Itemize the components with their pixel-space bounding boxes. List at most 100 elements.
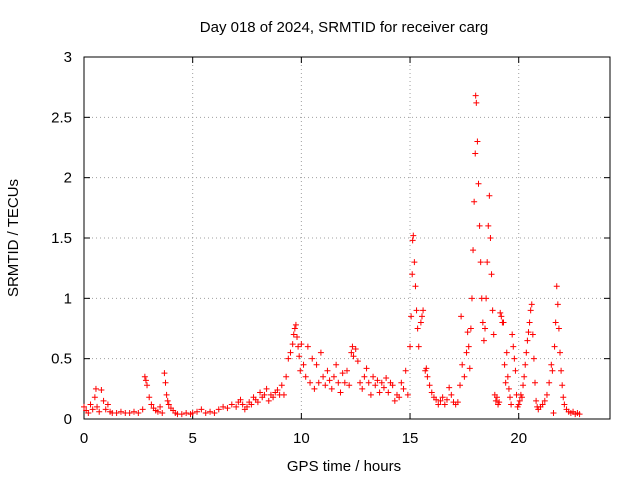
data-point (500, 319, 507, 326)
data-point (378, 379, 385, 386)
data-point (483, 295, 490, 302)
data-point (348, 349, 355, 356)
data-point (296, 353, 303, 360)
data-point (448, 391, 455, 398)
data-point (555, 325, 562, 332)
data-point (539, 401, 546, 408)
plot-frame (83, 56, 611, 420)
data-point (178, 411, 185, 418)
data-point (546, 379, 553, 386)
data-point (307, 379, 314, 386)
data-point (117, 408, 124, 415)
tick-labels: 0 0.5 1 1.5 2 2.5 3 0 5 10 15 20 (51, 49, 527, 447)
y-axis-label: SRMTID / TECUs (5, 179, 22, 297)
data-point (423, 365, 430, 372)
data-point (446, 384, 453, 391)
data-point (92, 385, 99, 392)
data-point (443, 396, 450, 403)
data-point (518, 394, 525, 401)
y-tick-label: 1 (64, 290, 72, 307)
data-point (502, 379, 509, 386)
data-point (89, 406, 96, 413)
data-point (385, 389, 392, 396)
data-point (330, 373, 337, 380)
data-point (472, 150, 479, 157)
data-point (81, 403, 87, 410)
data-point (290, 331, 297, 338)
data-point (263, 385, 270, 392)
data-point (490, 331, 497, 338)
chart-title: Day 018 of 2024, SRMTID for receiver car… (200, 19, 488, 36)
data-point (560, 394, 567, 401)
data-point (400, 385, 407, 392)
data-point (433, 396, 440, 403)
x-axis-label: GPS time / hours (287, 458, 401, 475)
y-tick-label: 0.5 (51, 351, 72, 368)
data-point (526, 319, 533, 326)
data-point (493, 394, 500, 401)
data-point (407, 343, 414, 350)
data-point (404, 391, 411, 398)
data-point (380, 384, 387, 391)
x-tick-label: 10 (293, 430, 310, 447)
data-point (370, 373, 377, 380)
data-point (511, 355, 518, 362)
data-point (528, 301, 535, 308)
data-point (402, 367, 409, 374)
data-point (337, 389, 344, 396)
data-point (503, 349, 510, 356)
data-point (261, 391, 268, 398)
data-point (85, 409, 92, 416)
data-point (510, 343, 517, 350)
data-point (477, 259, 484, 266)
data-point (383, 374, 390, 381)
data-point (300, 361, 307, 368)
data-point (525, 329, 532, 336)
data-point (559, 382, 566, 389)
data-point (414, 325, 421, 332)
data-point (287, 349, 294, 356)
x-tick-label: 5 (189, 430, 197, 447)
data-point (278, 382, 285, 389)
y-tick-label: 1.5 (51, 230, 72, 247)
data-point (413, 307, 420, 314)
data-point (554, 301, 561, 308)
data-point (313, 361, 320, 368)
data-point (509, 331, 516, 338)
data-point (157, 403, 164, 410)
data-point (543, 391, 550, 398)
data-point (466, 365, 473, 372)
data-point (505, 385, 512, 392)
data-point (522, 361, 529, 368)
data-point (521, 373, 528, 380)
data-point (311, 385, 318, 392)
data-point (412, 283, 419, 290)
data-point (424, 373, 431, 380)
data-point (428, 389, 435, 396)
data-point (344, 367, 350, 374)
data-point (486, 192, 493, 199)
data-point (468, 295, 475, 302)
data-point (391, 397, 398, 404)
data-point (420, 307, 427, 314)
data-point (372, 382, 379, 389)
data-point (426, 382, 433, 389)
data-point (480, 337, 487, 344)
data-point (472, 92, 479, 99)
data-point (135, 409, 142, 416)
data-point (474, 138, 481, 145)
data-point (280, 391, 287, 398)
data-point (141, 373, 148, 380)
data-point (553, 283, 560, 290)
data-point (113, 409, 120, 416)
data-point (454, 399, 461, 406)
data-point (437, 397, 444, 404)
data-point (365, 379, 372, 386)
data-point (304, 343, 311, 350)
data-point (309, 355, 316, 362)
data-point (482, 325, 489, 332)
y-tick-label: 2.5 (51, 109, 72, 126)
data-point (515, 401, 522, 408)
data-point (551, 343, 558, 350)
data-point (415, 343, 422, 350)
